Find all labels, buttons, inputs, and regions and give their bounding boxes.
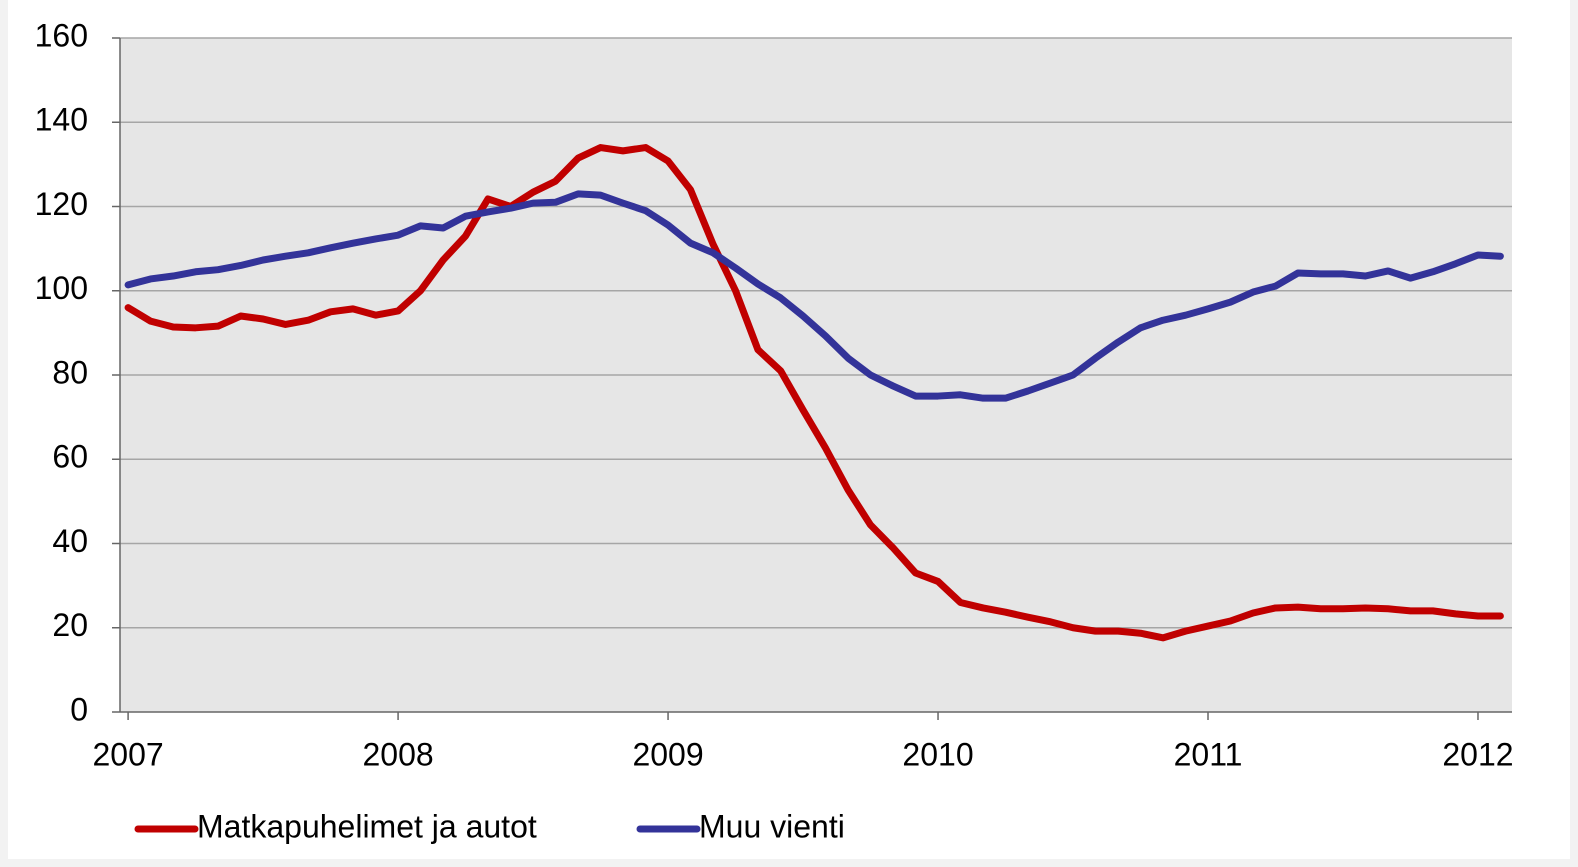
x-tick-label: 2008: [362, 736, 433, 772]
line: [124, 144, 1504, 642]
y-tick-label: 80: [52, 354, 88, 390]
y-tick-label: 120: [35, 186, 88, 222]
y-tick-label: 0: [70, 691, 88, 727]
y-tick-label: 140: [35, 102, 88, 138]
x-tick-label: 2011: [1174, 736, 1243, 772]
x-tick-label: 2012: [1442, 736, 1513, 772]
y-tick-label: 100: [35, 270, 88, 306]
y-tick-label: 160: [35, 17, 88, 53]
y-tick-label: 40: [52, 523, 88, 559]
legend-label: Matkapuhelimet ja autot: [197, 808, 537, 844]
line: [124, 190, 1504, 402]
y-tick-label: 20: [52, 607, 88, 643]
x-tick-label: 2009: [632, 736, 703, 772]
legend-label: Muu vienti: [699, 808, 845, 844]
x-tick-label: 2010: [902, 736, 973, 772]
y-tick-label: 60: [52, 439, 88, 475]
x-tick-label: 2007: [93, 736, 164, 772]
